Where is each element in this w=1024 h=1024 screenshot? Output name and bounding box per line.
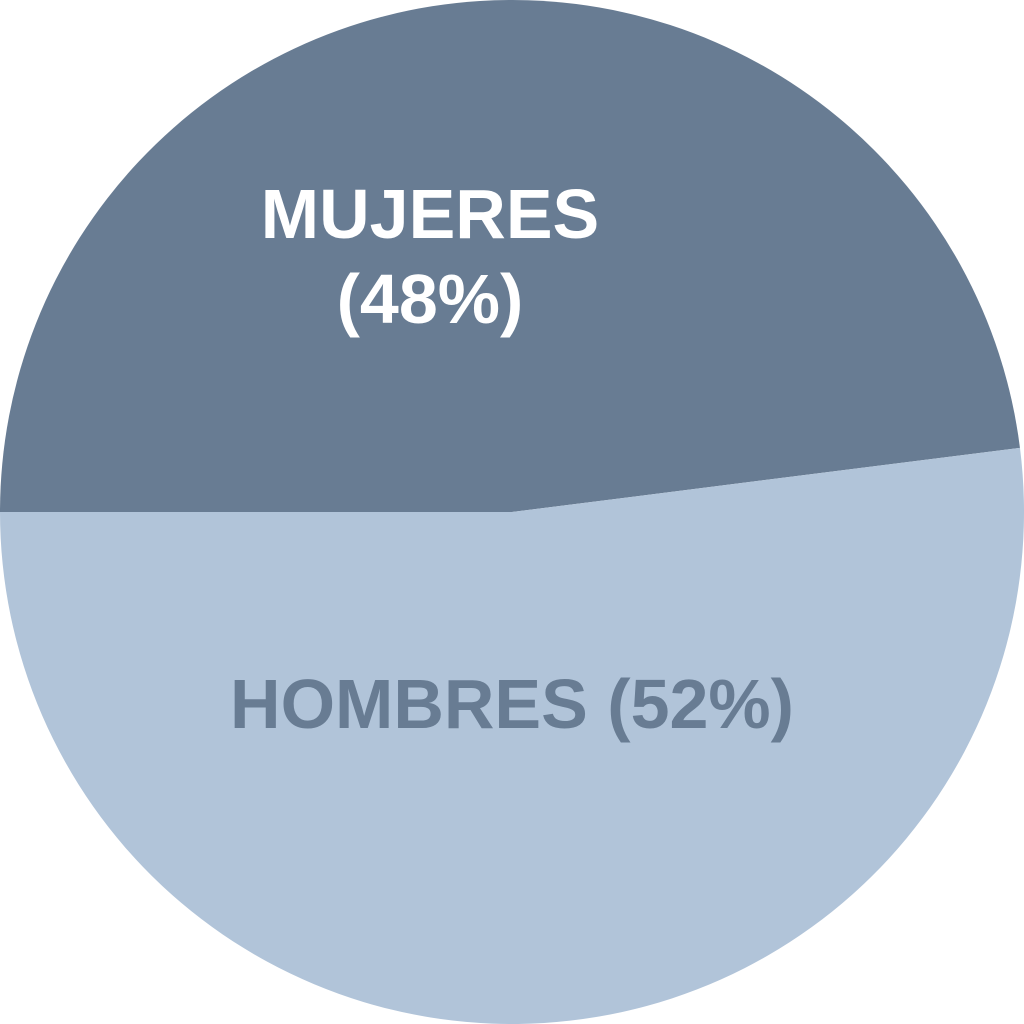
pie-slice-hombres [0,447,1024,1024]
slice-label-mujeres: MUJERES [261,175,599,253]
slice-label-hombres: HOMBRES (52%) [230,665,794,743]
pie-slice-mujeres [0,0,1020,512]
slice-label-mujeres-percent: (48%) [337,260,524,338]
